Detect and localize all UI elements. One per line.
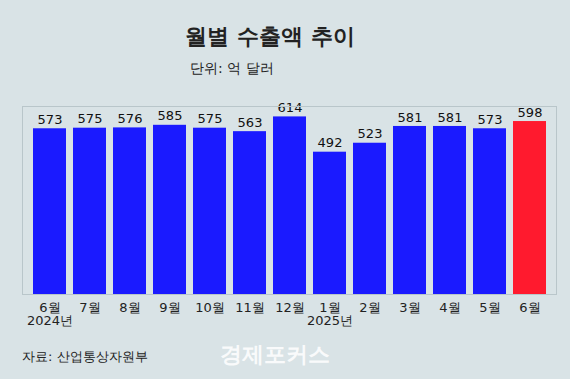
svg-text:523: 523 — [358, 126, 383, 141]
svg-text:575: 575 — [198, 111, 223, 126]
svg-text:563: 563 — [238, 115, 263, 130]
svg-text:581: 581 — [438, 110, 463, 125]
svg-text:581: 581 — [398, 110, 423, 125]
svg-text:6월: 6월 — [519, 300, 540, 315]
svg-text:7월: 7월 — [79, 300, 100, 315]
html-text:자료: 산업통상자원부: 자료: 산업통상자원부 — [22, 349, 148, 364]
svg-text:614: 614 — [278, 100, 303, 115]
svg-text:573: 573 — [478, 112, 503, 127]
svg-text:9월: 9월 — [159, 300, 180, 315]
html-text:경제포커스: 경제포커스 — [220, 342, 330, 367]
svg-text:573: 573 — [38, 112, 63, 127]
svg-text:575: 575 — [78, 111, 103, 126]
svg-text:12월: 12월 — [275, 300, 305, 315]
html-text:단위: 억 달러: 단위: 억 달러 — [190, 60, 274, 76]
svg-text:6월2024년: 6월2024년 — [27, 300, 73, 328]
svg-text:8월: 8월 — [119, 300, 140, 315]
svg-text:576: 576 — [118, 111, 143, 126]
svg-text:598: 598 — [517, 104, 543, 120]
html-text:월별 수출액 추이: 월별 수출액 추이 — [185, 24, 355, 49]
svg-text:3월: 3월 — [399, 300, 420, 315]
svg-text:585: 585 — [158, 108, 183, 123]
svg-text:4월: 4월 — [439, 300, 460, 315]
svg-text:11월: 11월 — [235, 300, 265, 315]
svg-text:5월: 5월 — [479, 300, 500, 315]
svg-text:1월2025년: 1월2025년 — [307, 300, 353, 328]
svg-text:2월: 2월 — [359, 300, 380, 315]
svg-text:492: 492 — [318, 135, 343, 150]
svg-text:10월: 10월 — [195, 300, 225, 315]
